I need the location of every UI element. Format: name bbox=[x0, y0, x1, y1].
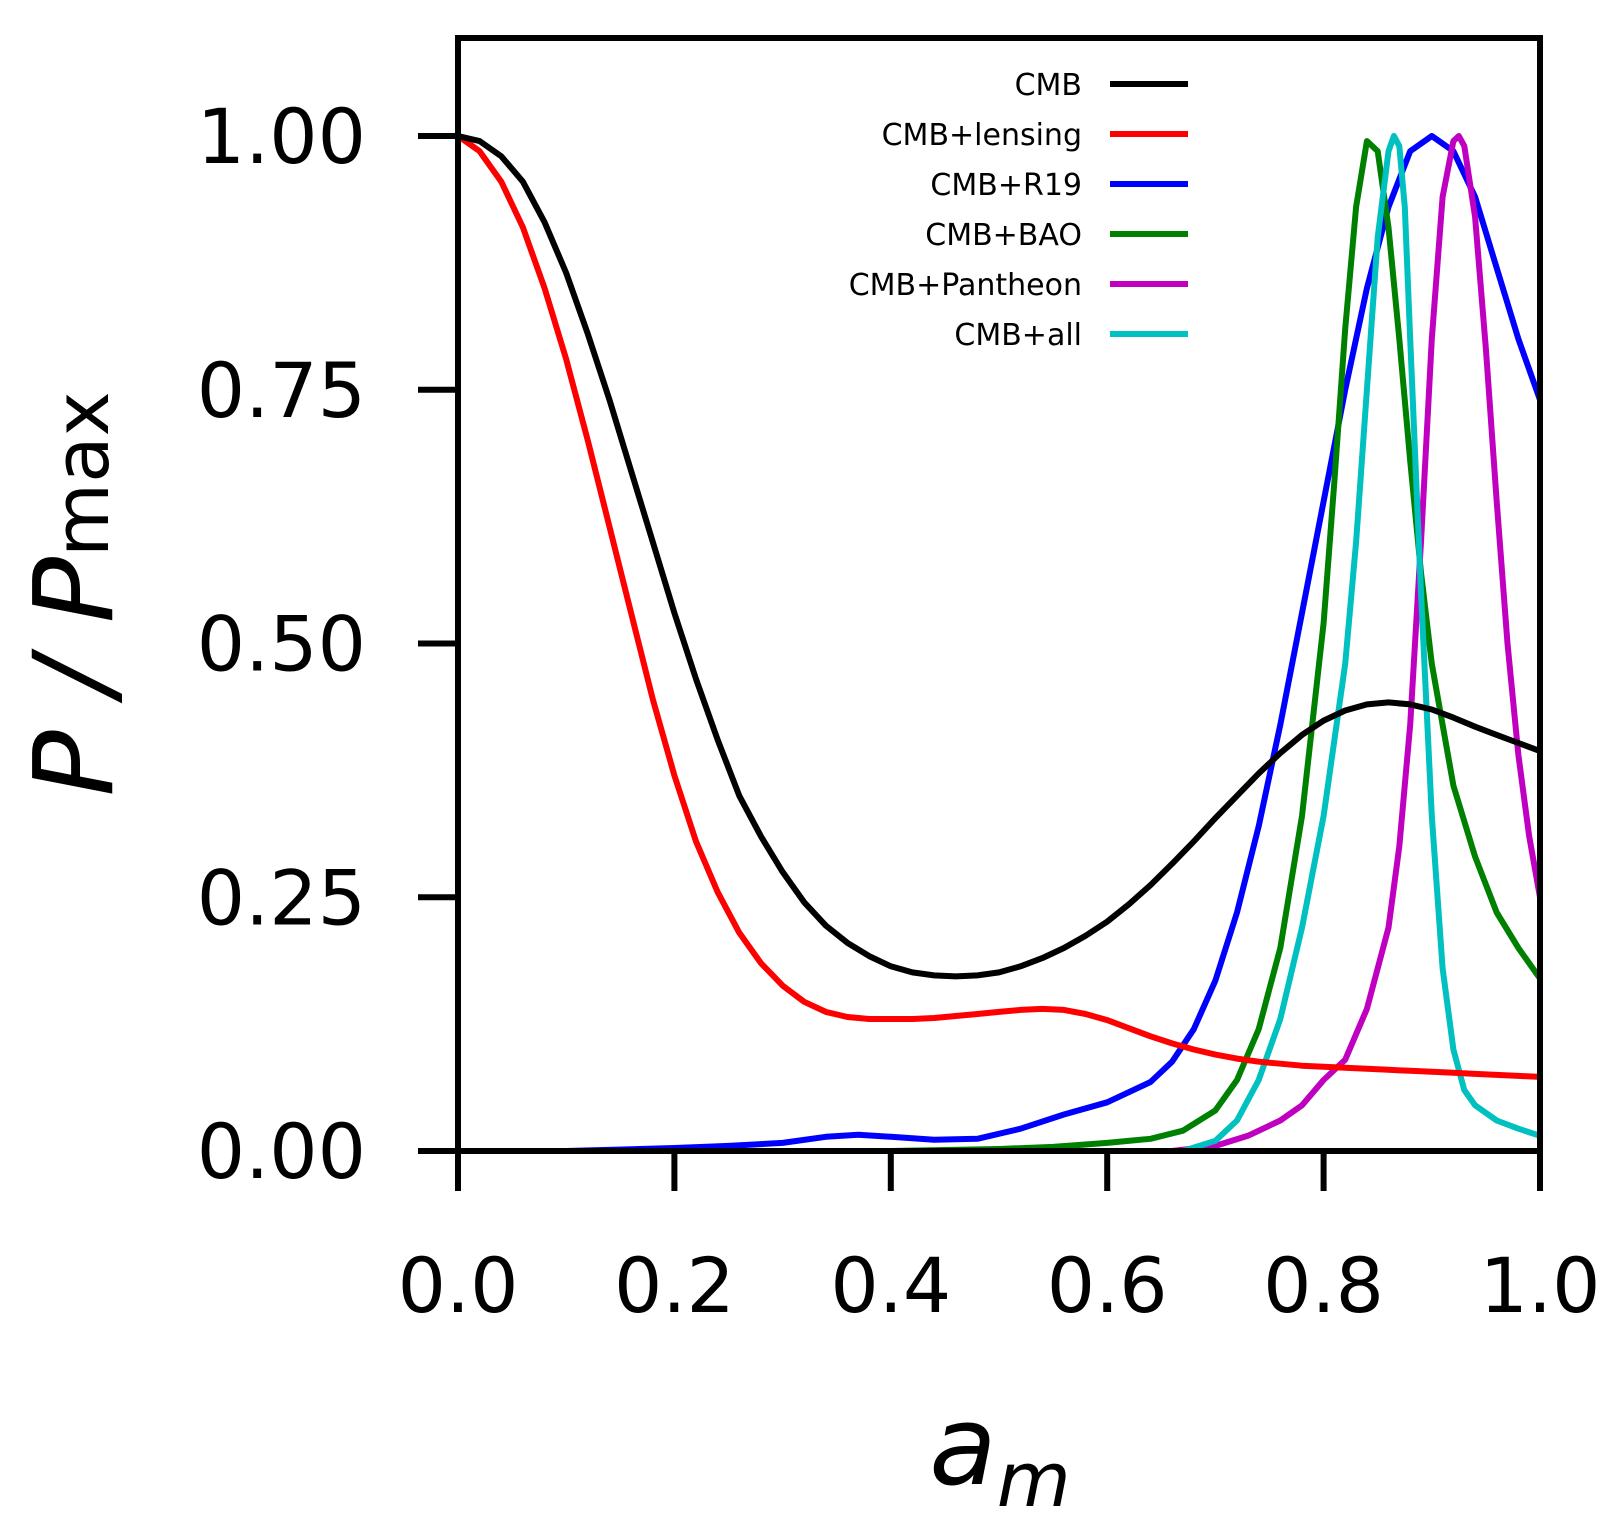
y-tick-label: 0.00 bbox=[197, 1107, 366, 1196]
y-tick-label: 1.00 bbox=[197, 92, 366, 181]
plot-frame bbox=[455, 35, 1543, 1154]
x-tick-label: 0.2 bbox=[614, 1241, 735, 1330]
x-tick-label: 0.6 bbox=[1047, 1241, 1168, 1330]
series-layer bbox=[458, 133, 1540, 1151]
x-tick-label: 0.4 bbox=[830, 1241, 951, 1330]
y-tick-label: 0.75 bbox=[197, 346, 366, 435]
y-axis-label-sub: max bbox=[37, 391, 126, 557]
y-axis-label: P / Pmax bbox=[10, 391, 138, 796]
x-tick-label: 0.0 bbox=[398, 1241, 519, 1330]
y-tick-label: 0.50 bbox=[197, 600, 366, 689]
x-axis-label-main: a bbox=[929, 1382, 996, 1510]
x-tick-label: 0.8 bbox=[1263, 1241, 1384, 1330]
y-tick-label: 0.25 bbox=[197, 853, 366, 942]
y-axis-label-main: P / P bbox=[10, 556, 138, 796]
legend: CMB CMB+lensing CMB+R19 CMB+BAO CMB+Pantheon… bbox=[849, 68, 1188, 353]
ticks-layer: 0.00 0.25 0.50 0.75 1.00 0.0 0.2 0.4 0.6 0.8 1.0 bbox=[197, 92, 1601, 1330]
legend-label-cmb: CMB bbox=[1015, 68, 1082, 103]
series-line-cmb-lensing bbox=[458, 133, 1540, 1080]
x-tick-label: 1.0 bbox=[1480, 1241, 1601, 1330]
x-axis-label: am bbox=[929, 1382, 1070, 1523]
legend-label-cmb-r19: CMB+R19 bbox=[930, 168, 1082, 203]
series-line-cmb-r19 bbox=[458, 133, 1540, 1151]
legend-label-cmb-bao: CMB+BAO bbox=[925, 218, 1082, 253]
x-axis-label-sub: m bbox=[997, 1435, 1071, 1523]
legend-label-cmb-pantheon: CMB+Pantheon bbox=[849, 268, 1082, 303]
legend-label-cmb-lensing: CMB+lensing bbox=[882, 118, 1082, 153]
series-line-cmb-bao bbox=[458, 138, 1540, 1151]
series-line-cmb-all bbox=[458, 133, 1540, 1151]
legend-label-cmb-all: CMB+all bbox=[954, 318, 1082, 353]
series-line-cmb bbox=[458, 133, 1540, 980]
